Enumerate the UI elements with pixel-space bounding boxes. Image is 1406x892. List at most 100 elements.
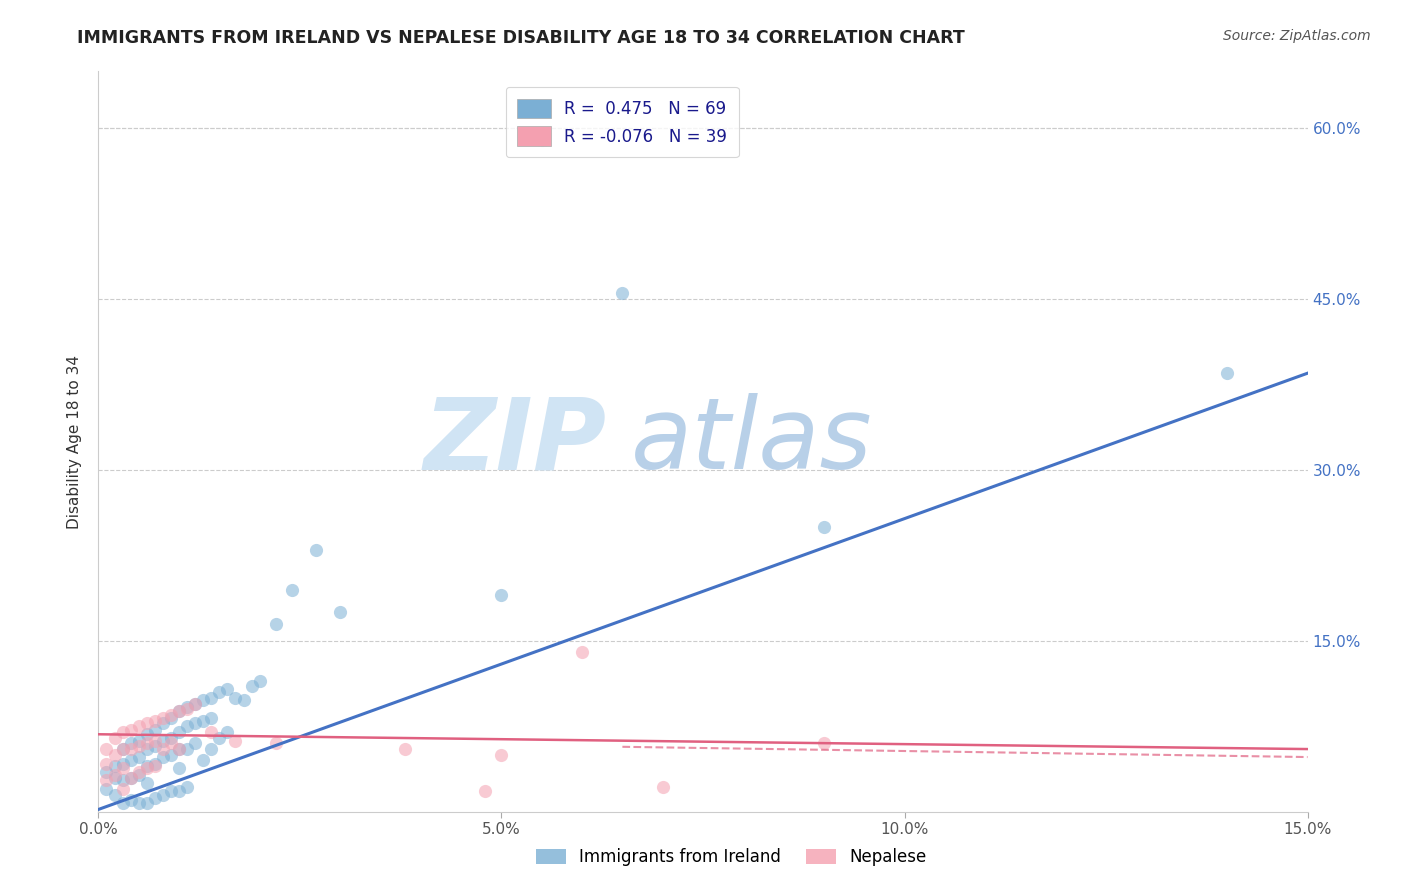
Point [160,707,183,722]
Point [249,673,271,688]
Point [1216,366,1239,380]
Text: atlas: atlas [630,393,872,490]
Point [813,520,835,534]
Point [143,756,166,771]
Point [167,742,190,756]
Point [160,711,183,725]
Point [96,781,118,796]
Legend: R =  0.475   N = 69, R = -0.076   N = 39: R = 0.475 N = 69, R = -0.076 N = 39 [506,87,738,157]
Point [143,759,166,773]
Point [96,742,118,756]
Point [176,780,198,794]
Point [128,796,150,810]
Point [135,761,157,775]
Point [184,697,207,711]
Point [111,781,134,796]
Point [217,681,239,696]
Point [160,784,183,798]
Point [305,542,328,557]
Point [120,771,142,785]
Point [120,723,142,737]
Point [120,742,142,756]
Point [264,736,287,750]
Point [103,768,125,782]
Point [176,719,198,733]
Point [167,742,190,756]
Point [200,725,222,739]
Point [167,705,190,719]
Point [111,756,134,771]
Point [120,771,142,785]
Point [135,796,157,810]
Point [167,761,190,775]
Point [200,711,222,725]
Point [96,756,118,771]
Point [135,727,157,741]
Point [103,771,125,785]
Point [152,715,174,730]
Point [167,784,190,798]
Text: IMMIGRANTS FROM IRELAND VS NEPALESE DISABILITY AGE 18 TO 34 CORRELATION CHART: IMMIGRANTS FROM IRELAND VS NEPALESE DISA… [77,29,965,46]
Point [135,736,157,750]
Point [103,759,125,773]
Point [152,734,174,748]
Point [120,793,142,807]
Point [571,645,593,659]
Point [208,731,231,745]
Point [111,742,134,756]
Point [152,711,174,725]
Point [135,776,157,790]
Point [143,791,166,805]
Point [135,742,157,756]
Point [474,784,496,798]
Point [184,736,207,750]
Point [176,702,198,716]
Point [128,734,150,748]
Point [491,747,513,762]
Point [208,685,231,699]
Point [184,715,207,730]
Point [135,715,157,730]
Point [240,680,263,694]
Point [103,747,125,762]
Point [120,754,142,768]
Point [217,725,239,739]
Point [224,690,246,705]
Y-axis label: Disability Age 18 to 34: Disability Age 18 to 34 [67,354,83,529]
Legend: Immigrants from Ireland, Nepalese: Immigrants from Ireland, Nepalese [529,842,934,873]
Point [167,705,190,719]
Point [128,719,150,733]
Point [111,796,134,810]
Point [111,772,134,787]
Point [160,747,183,762]
Point [160,731,183,745]
Point [329,606,352,620]
Point [224,734,246,748]
Point [167,725,190,739]
Text: ZIP: ZIP [423,393,606,490]
Point [232,693,254,707]
Point [152,788,174,802]
Point [152,750,174,764]
Point [193,754,215,768]
Point [612,286,634,301]
Point [200,690,222,705]
Point [200,742,222,756]
Point [111,725,134,739]
Point [176,742,198,756]
Point [193,693,215,707]
Point [103,731,125,745]
Point [184,697,207,711]
Point [128,750,150,764]
Point [152,742,174,756]
Point [128,768,150,782]
Point [651,780,673,794]
Point [103,788,125,802]
Point [264,616,287,631]
Point [128,764,150,779]
Point [160,736,183,750]
Point [281,582,304,597]
Point [143,734,166,748]
Point [135,759,157,773]
Point [96,764,118,779]
